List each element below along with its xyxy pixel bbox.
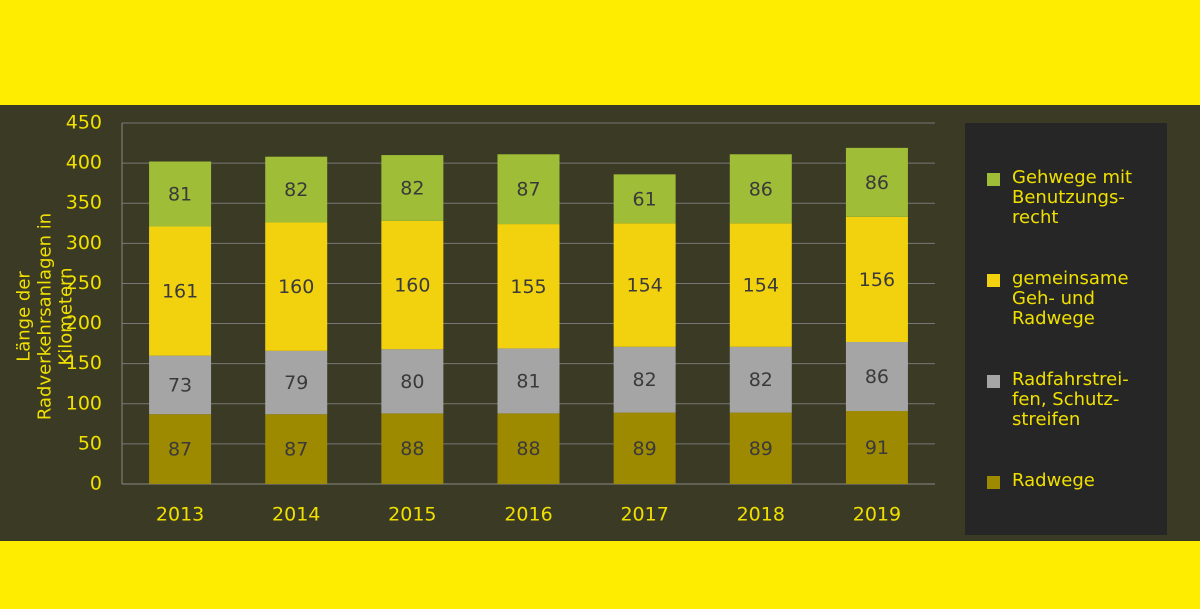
data-label: 86 xyxy=(865,172,889,194)
y-tick-label: 0 xyxy=(90,473,102,495)
x-tick-label: 2014 xyxy=(272,504,320,526)
data-label: 82 xyxy=(284,179,308,201)
legend-item: Gehwege mit Benutzungs­recht xyxy=(965,166,1167,228)
y-tick-label: 350 xyxy=(66,192,102,214)
x-tick-label: 2017 xyxy=(620,504,668,526)
data-label: 156 xyxy=(859,269,895,291)
bar-segment xyxy=(613,223,676,347)
x-tick-label: 2015 xyxy=(388,504,436,526)
bar-segment xyxy=(265,156,328,223)
legend-item: gemeinsame Geh- und Radwege xyxy=(965,267,1167,329)
legend-item: Radwege xyxy=(965,469,1167,491)
bar-segment xyxy=(845,342,908,411)
bar-segment xyxy=(845,147,908,217)
legend-swatch xyxy=(987,273,1000,287)
data-label: 88 xyxy=(400,438,424,460)
data-label: 82 xyxy=(400,177,424,199)
data-label: 82 xyxy=(633,369,657,391)
legend-label: gemeinsame Geh- und Radwege xyxy=(1012,267,1129,329)
bar-segment xyxy=(149,161,212,227)
data-label: 155 xyxy=(510,276,546,298)
x-tick-label: 2019 xyxy=(853,504,901,526)
x-tick-label: 2016 xyxy=(504,504,552,526)
data-label: 161 xyxy=(162,281,198,303)
bar-segment xyxy=(265,222,328,351)
bar-segment xyxy=(149,355,212,415)
bar-segment xyxy=(613,174,676,224)
data-label: 79 xyxy=(284,372,308,394)
bar-segment xyxy=(729,412,792,484)
data-label: 86 xyxy=(865,366,889,388)
y-axis-title: Länge der Radverkehrsanlagen in Kilomete… xyxy=(13,212,77,421)
bar-segment xyxy=(497,348,560,414)
data-label: 160 xyxy=(394,275,430,297)
data-label: 86 xyxy=(749,178,773,200)
data-label: 89 xyxy=(633,438,657,460)
legend-label: Gehwege mit Benutzungs­recht xyxy=(1012,166,1133,228)
bar-segment xyxy=(381,220,444,350)
data-label: 73 xyxy=(168,374,192,396)
bar-segment xyxy=(845,216,908,343)
data-label: 154 xyxy=(627,275,663,297)
legend-label: Radfahrstrei­fen, Schutz­streifen xyxy=(1012,368,1129,430)
legend-swatch xyxy=(987,374,1000,388)
y-tick-label: 250 xyxy=(66,272,102,294)
data-label: 81 xyxy=(168,183,192,205)
bar-segment xyxy=(729,223,792,347)
y-tick-label: 50 xyxy=(78,432,102,454)
bar-segment xyxy=(149,226,212,356)
data-label: 154 xyxy=(743,275,779,297)
legend-item: Radfahrstrei­fen, Schutz­streifen xyxy=(965,368,1167,430)
bar-segment xyxy=(729,154,792,224)
data-label: 89 xyxy=(749,438,773,460)
bar-segment xyxy=(613,346,676,413)
bar-segment xyxy=(497,224,560,349)
y-tick-label: 300 xyxy=(66,232,102,254)
x-tick-label: 2018 xyxy=(737,504,785,526)
x-tick-label: 2013 xyxy=(156,504,204,526)
y-tick-label: 450 xyxy=(66,112,102,134)
data-label: 80 xyxy=(400,371,424,393)
data-label: 82 xyxy=(749,369,773,391)
y-tick-label: 200 xyxy=(66,312,102,334)
legend: Gehwege mit Benutzungs­recht gemeinsame G… xyxy=(965,123,1167,535)
y-tick-label: 150 xyxy=(66,352,102,374)
data-label: 87 xyxy=(516,179,540,201)
bar-segment xyxy=(845,410,908,484)
data-label: 88 xyxy=(516,438,540,460)
bar-segment xyxy=(497,413,560,484)
bar-segment xyxy=(149,414,212,484)
bar-segment xyxy=(729,346,792,413)
legend-label: Radwege xyxy=(1012,469,1095,491)
data-label: 87 xyxy=(284,439,308,461)
bar-segment xyxy=(381,155,444,221)
data-label: 87 xyxy=(168,439,192,461)
bar-segment xyxy=(265,414,328,484)
data-label: 91 xyxy=(865,437,889,459)
bar-segment xyxy=(381,413,444,484)
legend-swatch xyxy=(987,172,1000,186)
bar-segment xyxy=(497,154,560,225)
legend-swatch xyxy=(987,475,1000,489)
data-label: 61 xyxy=(633,188,657,210)
data-label: 160 xyxy=(278,276,314,298)
y-tick-label: 100 xyxy=(66,392,102,414)
bar-segment xyxy=(613,412,676,484)
y-tick-label: 400 xyxy=(66,152,102,174)
bar-segment xyxy=(381,349,444,414)
data-label: 81 xyxy=(516,370,540,392)
bar-segment xyxy=(265,350,328,415)
